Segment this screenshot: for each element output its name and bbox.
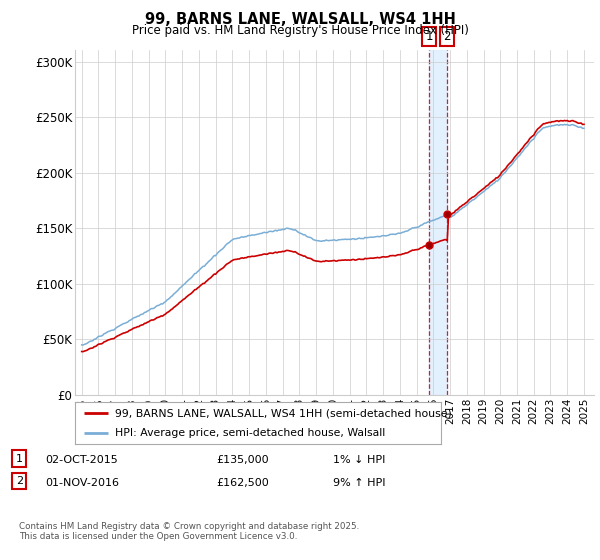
Text: £162,500: £162,500 [216, 478, 269, 488]
Text: HPI: Average price, semi-detached house, Walsall: HPI: Average price, semi-detached house,… [115, 428, 386, 438]
Text: 99, BARNS LANE, WALSALL, WS4 1HH: 99, BARNS LANE, WALSALL, WS4 1HH [145, 12, 455, 27]
Text: £135,000: £135,000 [216, 455, 269, 465]
Bar [429, 50, 448, 395]
Text: 1% ↓ HPI: 1% ↓ HPI [333, 455, 385, 465]
Text: 1: 1 [425, 30, 433, 43]
Text: 1: 1 [16, 454, 23, 464]
Text: 99, BARNS LANE, WALSALL, WS4 1HH (semi-detached house): 99, BARNS LANE, WALSALL, WS4 1HH (semi-d… [115, 408, 452, 418]
Text: 2: 2 [443, 30, 451, 43]
Text: 2: 2 [16, 476, 23, 486]
Text: Price paid vs. HM Land Registry's House Price Index (HPI): Price paid vs. HM Land Registry's House … [131, 24, 469, 36]
Text: Contains HM Land Registry data © Crown copyright and database right 2025.
This d: Contains HM Land Registry data © Crown c… [19, 522, 359, 542]
Text: 01-NOV-2016: 01-NOV-2016 [45, 478, 119, 488]
Text: 02-OCT-2015: 02-OCT-2015 [45, 455, 118, 465]
Text: 9% ↑ HPI: 9% ↑ HPI [333, 478, 386, 488]
